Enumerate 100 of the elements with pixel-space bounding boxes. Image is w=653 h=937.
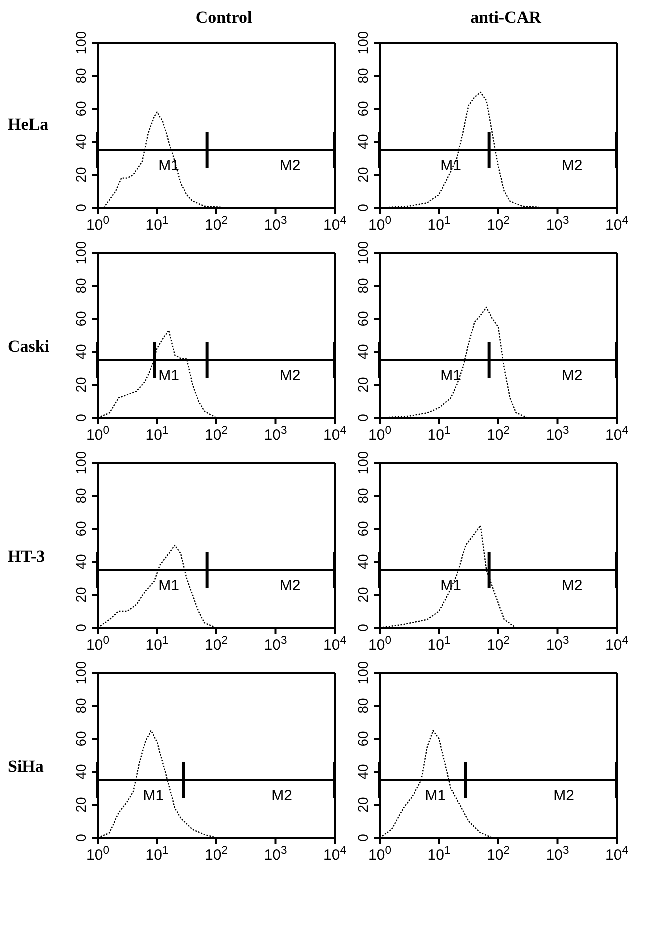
y-tick-label: 0 [355, 624, 371, 632]
y-tick-label: 60 [73, 311, 89, 327]
x-tick-label: 10$^{1}$ [146, 215, 169, 234]
x-tick-label: 10$^{0}$ [368, 845, 392, 864]
annotation: M1 [158, 577, 180, 594]
x-tick-label: 10$^{2}$ [487, 635, 510, 654]
y-tick-label: 40 [73, 764, 89, 780]
x-tick-label: 10$^{1}$ [146, 425, 169, 444]
y-tick-label: 60 [73, 521, 89, 537]
y-tick-label: 0 [73, 834, 89, 842]
y-tick-label: 20 [355, 587, 371, 603]
y-tick-label: 0 [73, 624, 89, 632]
y-tick-label: 40 [73, 554, 89, 570]
y-tick-label: 0 [73, 204, 89, 212]
y-tick-label: 0 [355, 834, 371, 842]
x-tick-label: 10$^{3}$ [546, 845, 570, 864]
annotation: M1 [158, 367, 180, 384]
annotation: M1 [440, 367, 462, 384]
y-tick-label: 80 [73, 68, 89, 84]
y-tick-label: 100 [355, 241, 371, 265]
x-tick-label: 10$^{0}$ [368, 215, 392, 234]
y-tick-label: 60 [355, 521, 371, 537]
y-tick-label: 100 [355, 451, 371, 475]
x-tick-label: 10$^{3}$ [546, 215, 570, 234]
annotation: M2 [280, 367, 301, 384]
y-tick-label: 60 [355, 101, 371, 117]
x-tick-label: 10$^{2}$ [205, 635, 228, 654]
y-tick-label: 0 [355, 204, 371, 212]
x-tick-label: 10$^{4}$ [606, 845, 628, 864]
y-tick-label: 20 [73, 167, 89, 183]
y-tick-label: 20 [355, 167, 371, 183]
y-tick-label: 100 [355, 31, 371, 55]
x-tick-label: 10$^{0}$ [368, 635, 392, 654]
x-tick-label: 10$^{4}$ [324, 845, 346, 864]
x-tick-label: 10$^{4}$ [324, 635, 346, 654]
annotation: M1 [143, 787, 164, 804]
y-tick-label: 20 [73, 797, 89, 813]
y-tick-label: 40 [355, 554, 371, 570]
x-tick-label: 10$^{2}$ [205, 215, 228, 234]
annotation: M2 [280, 577, 301, 594]
x-tick-label: 10$^{2}$ [487, 215, 510, 234]
x-tick-label: 10$^{3}$ [264, 635, 288, 654]
annotation: M2 [272, 787, 292, 804]
x-tick-label: 10$^{1}$ [428, 215, 451, 234]
x-tick-label: 10$^{2}$ [205, 845, 228, 864]
x-tick-label: 10$^{3}$ [546, 425, 570, 444]
x-tick-label: 10$^{1}$ [428, 425, 451, 444]
y-tick-label: 80 [73, 278, 89, 294]
chart-title: anti-CAR [470, 8, 542, 29]
x-tick-label: 10$^{0}$ [86, 215, 110, 234]
annotation: M1 [440, 577, 462, 594]
y-tick-label: 40 [355, 134, 371, 150]
y-tick-label: 0 [73, 414, 89, 422]
y-tick-label: 40 [73, 344, 89, 360]
x-tick-label: 10$^{4}$ [606, 425, 628, 444]
y-tick-label: 60 [73, 731, 89, 747]
annotation: M2 [562, 157, 583, 174]
y-axis-title: Caski [8, 337, 50, 356]
y-tick-label: 80 [355, 68, 371, 84]
y-axis-title: SiHa [8, 757, 44, 776]
x-tick-label: 10$^{0}$ [368, 425, 392, 444]
x-tick-label: 10$^{4}$ [324, 425, 346, 444]
x-tick-label: 10$^{2}$ [205, 425, 228, 444]
y-tick-label: 40 [73, 134, 89, 150]
y-tick-label: 80 [73, 698, 89, 714]
y-axis-title: HeLa [8, 115, 49, 134]
y-tick-label: 80 [355, 698, 371, 714]
y-tick-label: 60 [355, 311, 371, 327]
annotation: M1 [425, 787, 446, 804]
x-tick-label: 10$^{0}$ [86, 845, 110, 864]
x-tick-label: 10$^{4}$ [606, 635, 628, 654]
x-tick-label: 10$^{1}$ [428, 845, 451, 864]
y-tick-label: 100 [73, 31, 89, 55]
x-tick-label: 10$^{3}$ [264, 845, 288, 864]
x-tick-label: 10$^{3}$ [264, 425, 288, 444]
chart-title: Control [194, 8, 254, 29]
x-tick-label: 10$^{4}$ [324, 215, 346, 234]
x-tick-label: 10$^{1}$ [428, 635, 451, 654]
x-tick-label: 10$^{3}$ [546, 635, 570, 654]
annotation: M2 [562, 367, 583, 384]
y-axis-title: HT-3 [8, 547, 46, 566]
y-tick-label: 60 [73, 101, 89, 117]
x-tick-label: 10$^{1}$ [146, 635, 169, 654]
y-tick-label: 40 [355, 764, 371, 780]
y-tick-label: 20 [73, 377, 89, 393]
x-tick-label: 10$^{1}$ [146, 845, 169, 864]
x-tick-label: 10$^{4}$ [606, 215, 628, 234]
y-tick-label: 100 [73, 451, 89, 475]
annotation: M2 [554, 787, 574, 804]
y-tick-label: 40 [355, 344, 371, 360]
y-tick-label: 100 [73, 661, 89, 685]
x-tick-label: 10$^{3}$ [264, 215, 288, 234]
x-tick-label: 10$^{0}$ [86, 635, 110, 654]
y-tick-label: 20 [355, 377, 371, 393]
annotation: M1 [158, 157, 180, 174]
annotation: M2 [562, 577, 583, 594]
y-tick-label: 0 [355, 414, 371, 422]
x-tick-label: 10$^{2}$ [487, 425, 510, 444]
x-tick-label: 10$^{2}$ [487, 845, 510, 864]
x-tick-label: 10$^{0}$ [86, 425, 110, 444]
